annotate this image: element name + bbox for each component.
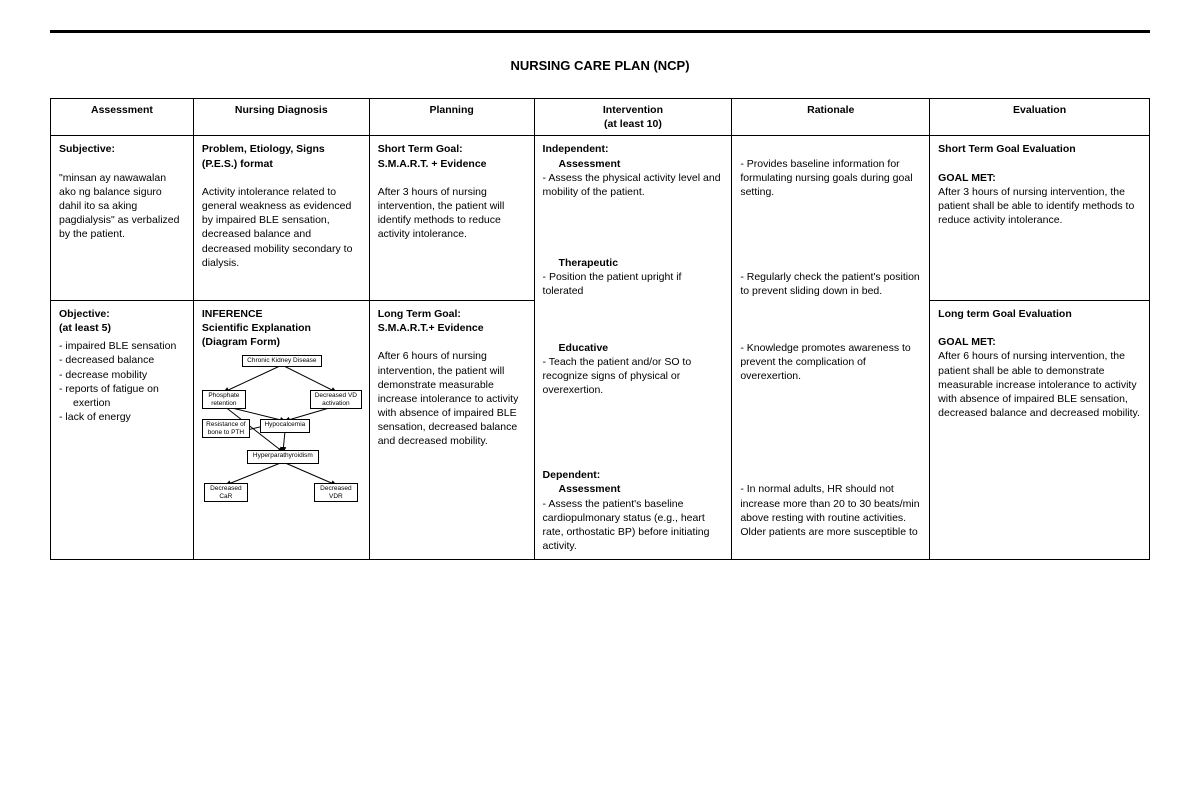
top-horizontal-rule	[50, 30, 1150, 33]
cell-evaluation-short: Short Term Goal Evaluation GOAL MET: Aft…	[930, 136, 1150, 301]
list-item: reports of fatigue on exertion	[73, 382, 185, 410]
objective-sub: (at least 5)	[59, 321, 185, 335]
th-diagnosis: Nursing Diagnosis	[193, 99, 369, 136]
diagram-node: Hyperparathyroidism	[247, 450, 319, 464]
th-intervention-l1: Intervention	[603, 104, 663, 116]
shorteval-goal-label: GOAL MET:	[938, 171, 1141, 185]
cell-planning-short: Short Term Goal: S.M.A.R.T. + Evidence A…	[369, 136, 534, 301]
rationale-1: - Provides baseline information for form…	[740, 157, 921, 200]
cell-assessment-objective: Objective: (at least 5) impaired BLE sen…	[51, 300, 194, 559]
th-rationale: Rationale	[732, 99, 930, 136]
educative-item: - Teach the patient and/or SO to recogni…	[543, 355, 724, 398]
diagram-node: Chronic Kidney Disease	[242, 355, 322, 367]
inference-diagram: Chronic Kidney Disease Phosphate retentio…	[202, 355, 362, 515]
th-evaluation: Evaluation	[930, 99, 1150, 136]
rationale-2: - Regularly check the patient's position…	[740, 270, 921, 298]
dep-assessment-label: Assessment	[543, 482, 724, 496]
rationale-3: - Knowledge promotes awareness to preven…	[740, 341, 921, 384]
cell-evaluation-long: Long term Goal Evaluation GOAL MET: Afte…	[930, 300, 1150, 559]
cell-rationale: - Provides baseline information for form…	[732, 136, 930, 560]
shorteval-heading: Short Term Goal Evaluation	[938, 142, 1141, 156]
therapeutic-label: Therapeutic	[543, 256, 724, 270]
educative-label: Educative	[543, 341, 724, 355]
inference-heading: INFERENCE	[202, 307, 361, 321]
independent-label: Independent:	[543, 142, 724, 156]
dependent-label: Dependent:	[543, 468, 724, 482]
cell-diagnosis-pes: Problem, Etiology, Signs (P.E.S.) format…	[193, 136, 369, 301]
longgoal-heading: Long Term Goal:	[378, 307, 526, 321]
cell-planning-long: Long Term Goal: S.M.A.R.T.+ Evidence Aft…	[369, 300, 534, 559]
page-title: NURSING CARE PLAN (NCP)	[50, 58, 1150, 73]
dep-assessment-item: - Assess the patient's baseline cardiopu…	[543, 497, 724, 554]
th-assessment: Assessment	[51, 99, 194, 136]
pes-body: Activity intolerance related to general …	[202, 185, 361, 270]
inference-sub2: (Diagram Form)	[202, 335, 361, 349]
objective-list: impaired BLE sensationdecreased balanced…	[59, 339, 185, 424]
shortgoal-body: After 3 hours of nursing intervention, t…	[378, 185, 526, 242]
inference-sub1: Scientific Explanation	[202, 321, 361, 335]
cell-intervention: Independent: Assessment - Assess the phy…	[534, 136, 732, 560]
th-planning: Planning	[369, 99, 534, 136]
cell-diagnosis-inference: INFERENCE Scientific Explanation (Diagra…	[193, 300, 369, 559]
diagram-node: Hypocalcemia	[260, 419, 310, 433]
rationale-4: - In normal adults, HR should not increa…	[740, 482, 921, 539]
ncp-table: Assessment Nursing Diagnosis Planning In…	[50, 98, 1150, 560]
longeval-heading: Long term Goal Evaluation	[938, 307, 1141, 321]
diagram-node: Decreased VDR	[314, 483, 358, 501]
subjective-heading: Subjective:	[59, 142, 185, 156]
diagram-node: Phosphate retention	[202, 390, 246, 408]
diagram-node: Decreased VD activation	[310, 390, 362, 408]
shortgoal-sub: S.M.A.R.T. + Evidence	[378, 157, 526, 171]
intv-assessment-label: Assessment	[543, 157, 724, 171]
list-item: decrease mobility	[73, 368, 185, 382]
shortgoal-heading: Short Term Goal:	[378, 142, 526, 156]
cell-assessment-subjective: Subjective: "minsan ay nawawalan ako ng …	[51, 136, 194, 301]
diagram-node: Resistance of bone to PTH	[202, 419, 250, 437]
diagram-node: Decreased CaR	[204, 483, 248, 501]
therapeutic-item: - Position the patient upright if tolera…	[543, 270, 724, 298]
pes-heading: Problem, Etiology, Signs	[202, 142, 361, 156]
subjective-body: "minsan ay nawawalan ako ng balance sigu…	[59, 171, 185, 242]
longeval-body: After 6 hours of nursing intervention, t…	[938, 349, 1141, 420]
longgoal-body: After 6 hours of nursing intervention, t…	[378, 349, 526, 448]
table-row: Subjective: "minsan ay nawawalan ako ng …	[51, 136, 1150, 301]
longeval-goal-label: GOAL MET:	[938, 335, 1141, 349]
table-header-row: Assessment Nursing Diagnosis Planning In…	[51, 99, 1150, 136]
objective-heading: Objective:	[59, 307, 185, 321]
shorteval-body: After 3 hours of nursing intervention, t…	[938, 185, 1141, 228]
th-intervention: Intervention (at least 10)	[534, 99, 732, 136]
longgoal-sub: S.M.A.R.T.+ Evidence	[378, 321, 526, 335]
intv-assessment-item: - Assess the physical activity level and…	[543, 171, 724, 199]
pes-sub: (P.E.S.) format	[202, 157, 361, 171]
th-intervention-l2: (at least 10)	[604, 118, 662, 130]
list-item: lack of energy	[73, 410, 185, 424]
list-item: impaired BLE sensation	[73, 339, 185, 353]
list-item: decreased balance	[73, 353, 185, 367]
